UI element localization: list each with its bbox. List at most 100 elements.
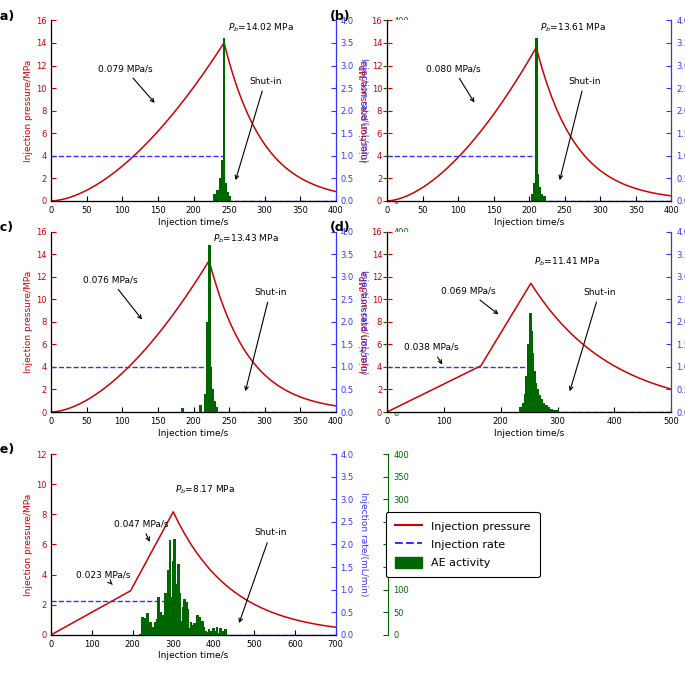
Bar (162, 615, 165, 635)
Bar (533, 371, 536, 412)
Text: 0.080 MPa/s: 0.080 MPa/s (426, 64, 481, 101)
Bar (208, 245, 210, 412)
Text: $\it{P}$$_b$=8.17 MPa: $\it{P}$$_b$=8.17 MPa (175, 484, 236, 496)
Bar (144, 618, 147, 635)
Bar (155, 618, 158, 635)
Text: $\it{P}$$_b$=11.41 MPa: $\it{P}$$_b$=11.41 MPa (534, 255, 599, 268)
Legend: Injection pressure, Injection rate, AE activity: Injection pressure, Injection rate, AE a… (386, 511, 540, 577)
Bar (534, 383, 538, 412)
Bar (543, 403, 545, 412)
Bar (188, 629, 191, 635)
Text: 0.047 MPa/s: 0.047 MPa/s (114, 520, 169, 541)
Bar (199, 626, 202, 635)
Bar (186, 609, 189, 635)
Bar (198, 617, 201, 635)
Text: (a): (a) (0, 10, 15, 22)
Bar (204, 394, 207, 412)
Bar (224, 629, 227, 635)
X-axis label: Injection time/s: Injection time/s (158, 217, 229, 227)
Bar (142, 624, 145, 635)
Bar (209, 631, 212, 635)
Text: 0.038 MPa/s: 0.038 MPa/s (404, 343, 459, 364)
Bar (170, 597, 173, 635)
Text: Shut-in: Shut-in (559, 76, 601, 179)
Bar (190, 622, 192, 635)
Bar (157, 597, 160, 635)
Bar (164, 593, 166, 635)
Bar (196, 616, 199, 635)
Y-axis label: Injection pressure/MPa: Injection pressure/MPa (360, 270, 369, 373)
Bar (538, 187, 541, 201)
Bar (522, 403, 525, 412)
Bar (530, 331, 533, 412)
Text: (d): (d) (330, 221, 351, 234)
Bar (214, 631, 217, 635)
Text: (b): (b) (330, 10, 351, 22)
Text: 0.076 MPa/s: 0.076 MPa/s (84, 275, 141, 319)
Text: 0.079 MPa/s: 0.079 MPa/s (97, 64, 154, 102)
Y-axis label: Injection pressure/MPa: Injection pressure/MPa (24, 493, 34, 596)
Y-axis label: Injection pressure/MPa: Injection pressure/MPa (24, 270, 33, 373)
Bar (535, 38, 538, 201)
Bar (527, 345, 530, 412)
Bar (199, 405, 202, 412)
Bar (217, 633, 220, 635)
Bar (219, 178, 222, 201)
Bar (147, 622, 150, 635)
Bar (223, 38, 225, 201)
Bar (167, 570, 170, 635)
Bar (149, 622, 152, 635)
Bar (173, 539, 176, 635)
Bar (193, 622, 196, 635)
Bar (209, 367, 212, 412)
Bar (195, 625, 197, 635)
Bar (228, 196, 231, 201)
Y-axis label: AE activity/s$^{-1}$: AE activity/s$^{-1}$ (412, 511, 426, 577)
Bar (208, 629, 210, 635)
Bar (206, 631, 209, 635)
Bar (160, 623, 163, 635)
Bar (219, 628, 222, 635)
Bar (216, 189, 219, 201)
Text: Shut-in: Shut-in (245, 287, 286, 390)
Bar (536, 390, 539, 412)
Bar (224, 183, 227, 201)
Bar (543, 196, 546, 201)
Bar (178, 593, 181, 635)
Bar (185, 601, 188, 635)
Bar (177, 564, 179, 635)
Bar (211, 390, 214, 412)
Text: 0.069 MPa/s: 0.069 MPa/s (441, 287, 497, 314)
Y-axis label: Injection rate/(mL/min): Injection rate/(mL/min) (359, 59, 368, 163)
Bar (141, 616, 144, 635)
Bar (524, 394, 527, 412)
X-axis label: Injection time/s: Injection time/s (494, 217, 564, 227)
Bar (545, 405, 547, 412)
Text: $\it{P}$$_b$=13.61 MPa: $\it{P}$$_b$=13.61 MPa (540, 22, 606, 34)
Bar (172, 560, 175, 635)
Text: $\it{P}$$_b$=14.02 MPa: $\it{P}$$_b$=14.02 MPa (227, 22, 293, 34)
Bar (191, 625, 194, 635)
Bar (531, 353, 534, 412)
Bar (152, 627, 155, 635)
Bar (139, 634, 142, 635)
X-axis label: Injection time/s: Injection time/s (158, 651, 229, 661)
Y-axis label: AE activity/s$^{-1}$: AE activity/s$^{-1}$ (412, 289, 426, 355)
Bar (551, 409, 553, 412)
Y-axis label: Injection rate/(mL/min): Injection rate/(mL/min) (359, 492, 368, 597)
Bar (180, 621, 183, 635)
Bar (182, 409, 184, 412)
Bar (536, 174, 539, 201)
Y-axis label: Injection pressure/MPa: Injection pressure/MPa (24, 59, 33, 162)
Bar (146, 613, 149, 635)
Bar (183, 599, 186, 635)
Bar (216, 407, 219, 412)
Text: Shut-in: Shut-in (235, 76, 282, 179)
Bar (529, 313, 532, 412)
Y-axis label: AE activity/s$^{-1}$: AE activity/s$^{-1}$ (412, 78, 426, 144)
Bar (519, 407, 522, 412)
Bar (222, 631, 225, 635)
Bar (216, 627, 219, 635)
X-axis label: Injection time/s: Injection time/s (158, 428, 229, 438)
Bar (214, 194, 216, 201)
